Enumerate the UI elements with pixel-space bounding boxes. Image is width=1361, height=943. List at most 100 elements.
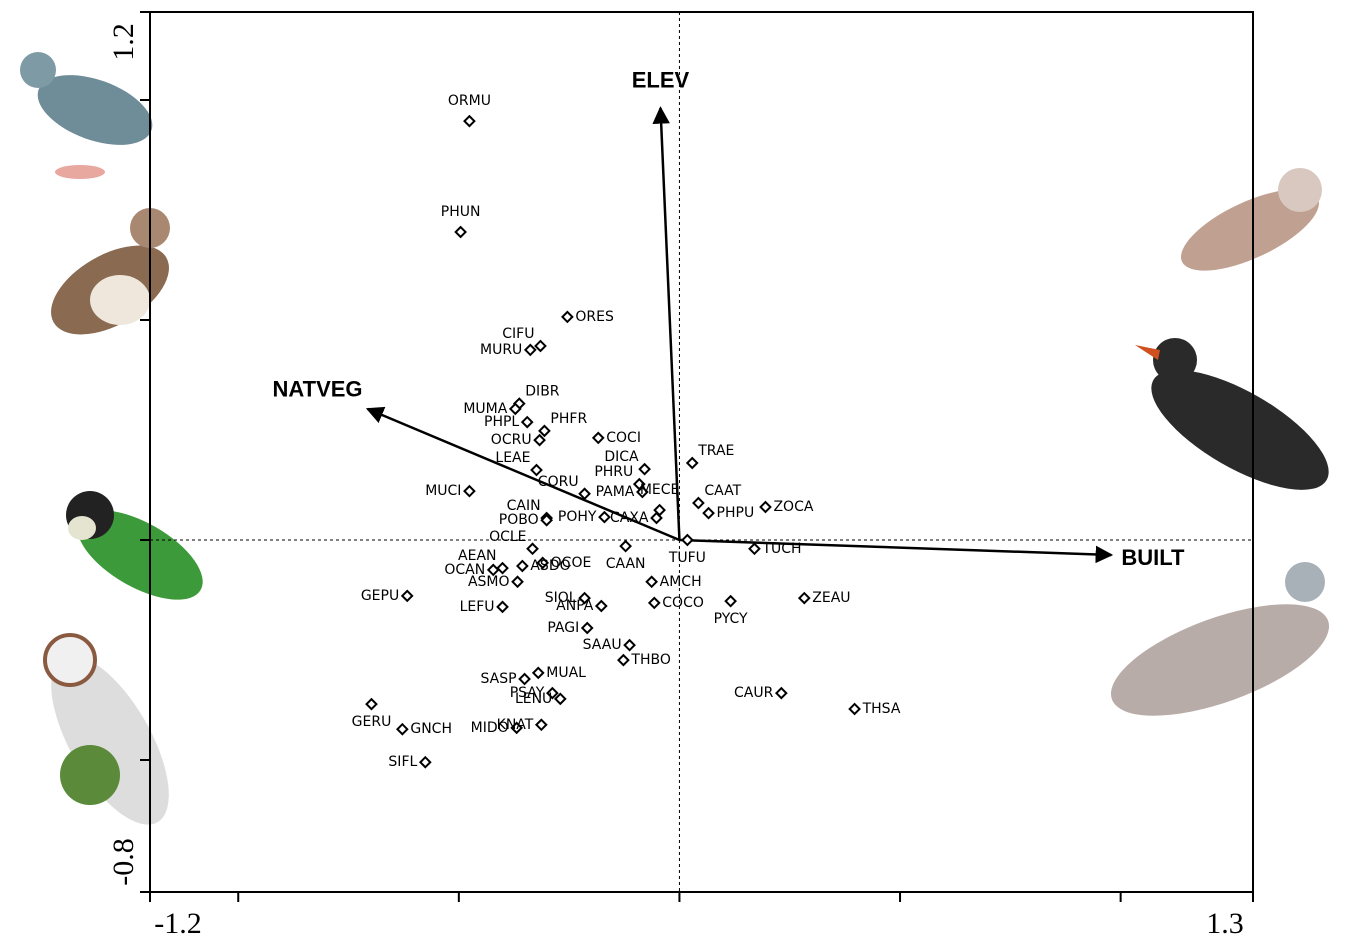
point-label: THSA [862,701,901,717]
point [397,724,407,734]
point [555,694,565,704]
vector-arrow [660,108,679,540]
y-tick-label: -0.8 [107,838,140,886]
point [580,489,590,499]
point-label: MURU [480,342,522,358]
point-label: ZEAU [812,590,850,606]
point [850,704,860,714]
point-label: TUCH [761,541,801,557]
point [693,498,703,508]
point [402,591,412,601]
point [520,674,530,684]
point [687,458,697,468]
point-label: ASDO [530,558,570,574]
point-label: PHRU [594,464,633,480]
point-label: ZOCA [773,499,813,515]
point [464,116,474,126]
point-label: THBO [630,652,670,668]
point [599,512,609,522]
point-label: ANPA [556,598,594,614]
point-label: PAMA [596,484,635,500]
point-label: COCO [662,595,704,611]
point-label: MECE [640,482,680,498]
point-label: POHY [558,509,597,525]
vector-label: BUILT [1121,545,1185,570]
point [420,757,430,767]
point-label: DICA [604,449,639,465]
point-label: TUFU [668,550,706,566]
point-label: PHPL [484,414,519,430]
point [625,640,635,650]
chart: -1.2 1.3 -0.8 1.2 ELEV NATVEG BUILT ORMU PHUN ORE… [0,0,1361,943]
point [776,688,786,698]
point [593,433,603,443]
point [464,486,474,496]
point-label: PYCY [714,611,748,627]
point-label: MUCI [425,483,461,499]
point-label: ORMU [448,93,491,109]
point [517,561,527,571]
point [761,502,771,512]
point [640,464,650,474]
point [367,699,377,709]
point-label: AMCH [660,574,702,590]
point-label: KNAT [497,717,534,733]
point-label: LENU [515,691,552,707]
point-label: OCRU [491,432,532,448]
point-label: GERU [352,714,392,730]
point-label: OCLE [489,529,526,545]
point-label: LEFU [460,599,495,615]
x-tick-label: 1.3 [1206,907,1244,940]
point-label: PAGI [547,620,579,636]
point-label: LEAE [495,450,530,466]
point [704,508,714,518]
point [533,668,543,678]
point [528,544,538,554]
point-label: PHFR [550,411,587,427]
point [536,341,546,351]
vector-label: ELEV [632,68,690,93]
point [536,720,546,730]
point-label: CAUR [734,685,774,701]
point [562,312,572,322]
point-label: GEPU [361,588,399,604]
point-label: PHPU [717,505,755,521]
point-label: PHUN [441,204,481,220]
point [682,535,692,545]
point [535,435,545,445]
point-label: DIBR [525,384,560,400]
point-label: SIFL [388,754,417,770]
point [582,623,592,633]
point-label: CORU [538,474,579,490]
x-tick-label: -1.2 [154,907,202,940]
point-label: ORES [575,309,614,325]
point-label: CAAN [606,556,646,572]
point-label: CAAT [704,483,741,499]
point [647,577,657,587]
point [539,426,549,436]
y-tick-label: 1.2 [107,23,140,61]
point [799,593,809,603]
point-label: CAXA [610,510,649,526]
vector-label: NATVEG [272,377,362,402]
point-label: GNCH [410,721,452,737]
point [525,345,535,355]
bird-illustrations [20,52,1346,842]
point-label: CIFU [502,326,534,342]
point-label: MUAL [546,665,586,681]
point-label: COCI [606,430,641,446]
point-label: ASMO [468,574,510,590]
point-label: TRAE [697,443,734,459]
point [522,417,532,427]
point [498,563,508,573]
point [456,227,466,237]
point [618,655,628,665]
point [596,601,606,611]
vector-arrow [679,540,1111,555]
point [749,544,759,554]
point [621,541,631,551]
point [649,598,659,608]
point [726,596,736,606]
point-label: POBO [499,512,539,528]
point [498,602,508,612]
